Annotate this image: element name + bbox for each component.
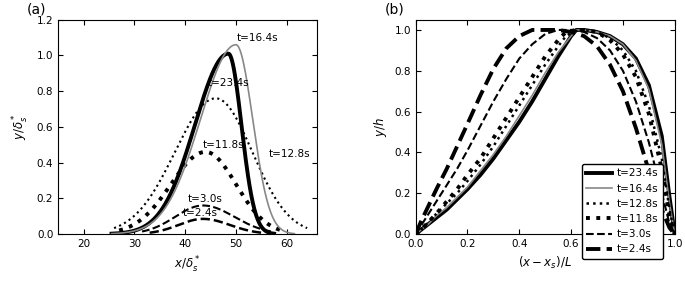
Text: t=11.8s: t=11.8s [203, 140, 245, 150]
Text: t=23.4s: t=23.4s [208, 78, 250, 88]
Text: t=3.0s: t=3.0s [188, 194, 223, 204]
X-axis label: $x/\delta_s^*$: $x/\delta_s^*$ [174, 254, 201, 275]
Text: (b): (b) [384, 3, 404, 17]
Text: t=2.4s: t=2.4s [183, 208, 218, 218]
Y-axis label: $y/h$: $y/h$ [372, 117, 389, 137]
Text: (a): (a) [27, 3, 47, 17]
Y-axis label: $y/\delta_s^*$: $y/\delta_s^*$ [11, 113, 32, 140]
Legend: t=23.4s, t=16.4s, t=12.8s, t=11.8s, t=3.0s, t=2.4s: t=23.4s, t=16.4s, t=12.8s, t=11.8s, t=3.… [582, 164, 662, 259]
Text: t=16.4s: t=16.4s [237, 33, 279, 43]
Text: t=12.8s: t=12.8s [269, 149, 310, 159]
X-axis label: $(x-x_s)/L$: $(x-x_s)/L$ [519, 254, 572, 270]
